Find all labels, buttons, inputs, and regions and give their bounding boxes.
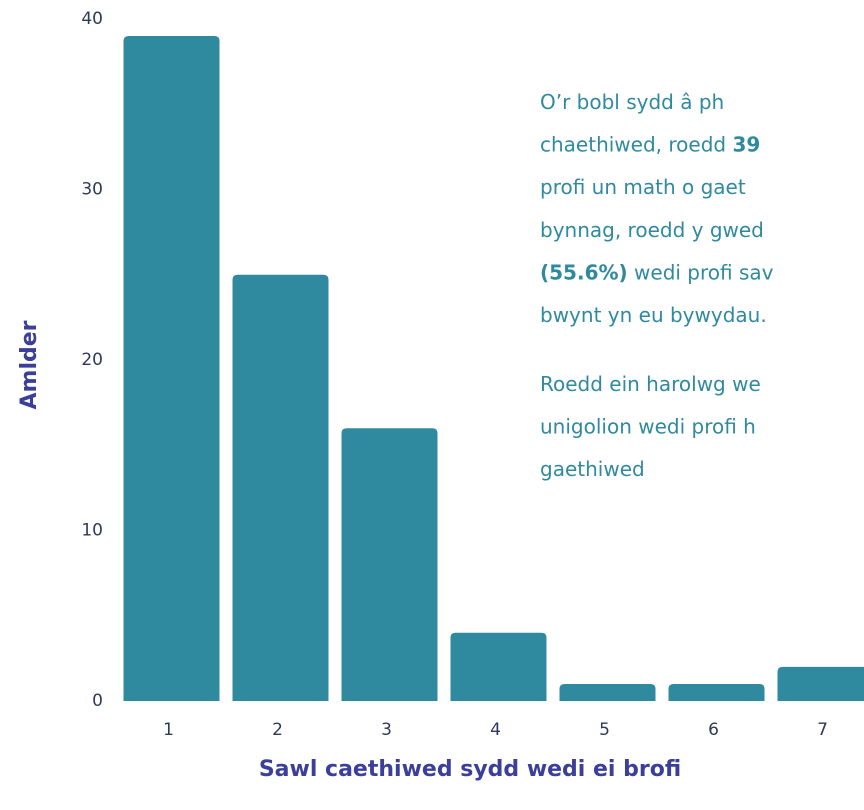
- annotation-line: bwynt yn eu bywydau.: [540, 303, 767, 327]
- annotation-line: unigolion wedi profi h: [540, 414, 756, 438]
- annotation-text: O’r bobl sydd â ph: [540, 90, 724, 114]
- annotation-text: unigolion wedi profi h: [540, 414, 756, 438]
- annotation-line: (55.6%) wedi profi sav: [540, 260, 774, 284]
- x-tick-label: 7: [817, 720, 828, 740]
- y-tick-label: 40: [81, 9, 103, 29]
- y-tick-label: 10: [81, 521, 103, 541]
- annotation-line: Roedd ein harolwg we: [540, 372, 761, 396]
- bar: [777, 666, 864, 701]
- annotation-text: chaethiwed, roedd: [540, 132, 732, 156]
- annotation-line: profi un math o gaet: [540, 175, 746, 199]
- bar: [668, 683, 765, 701]
- annotation-line: bynnag, roedd y gwed: [540, 217, 764, 241]
- y-axis-title: Amlder: [17, 320, 42, 409]
- bar: [123, 36, 220, 702]
- annotation-text: bwynt yn eu bywydau.: [540, 303, 767, 327]
- annotation-text: wedi profi sav: [628, 260, 774, 284]
- x-tick-label: 2: [272, 720, 283, 740]
- bar: [232, 274, 329, 701]
- x-tick-label: 6: [708, 720, 719, 740]
- annotation-text: bynnag, roedd y gwed: [540, 217, 764, 241]
- annotation-line: O’r bobl sydd â ph: [540, 90, 724, 114]
- bar: [559, 683, 656, 701]
- y-tick-label: 0: [92, 691, 103, 711]
- y-tick-label: 30: [81, 180, 103, 200]
- annotation-line: gaethiwed: [540, 457, 645, 481]
- annotation-text: 39: [732, 132, 760, 156]
- x-tick-label: 5: [599, 720, 610, 740]
- x-tick-label: 4: [490, 720, 501, 740]
- x-tick-label: 3: [381, 720, 392, 740]
- annotation-text: (55.6%): [540, 260, 628, 284]
- annotation-text: profi un math o gaet: [540, 175, 746, 199]
- annotation-text: gaethiwed: [540, 457, 645, 481]
- annotation-text: Roedd ein harolwg we: [540, 372, 761, 396]
- x-axis-title: Sawl caethiwed sydd wedi ei brofi: [259, 757, 681, 782]
- bar: [341, 428, 438, 701]
- y-tick-label: 20: [81, 350, 103, 370]
- bar: [450, 632, 547, 701]
- annotation-line: chaethiwed, roedd 39: [540, 132, 760, 156]
- x-tick-label: 1: [163, 720, 174, 740]
